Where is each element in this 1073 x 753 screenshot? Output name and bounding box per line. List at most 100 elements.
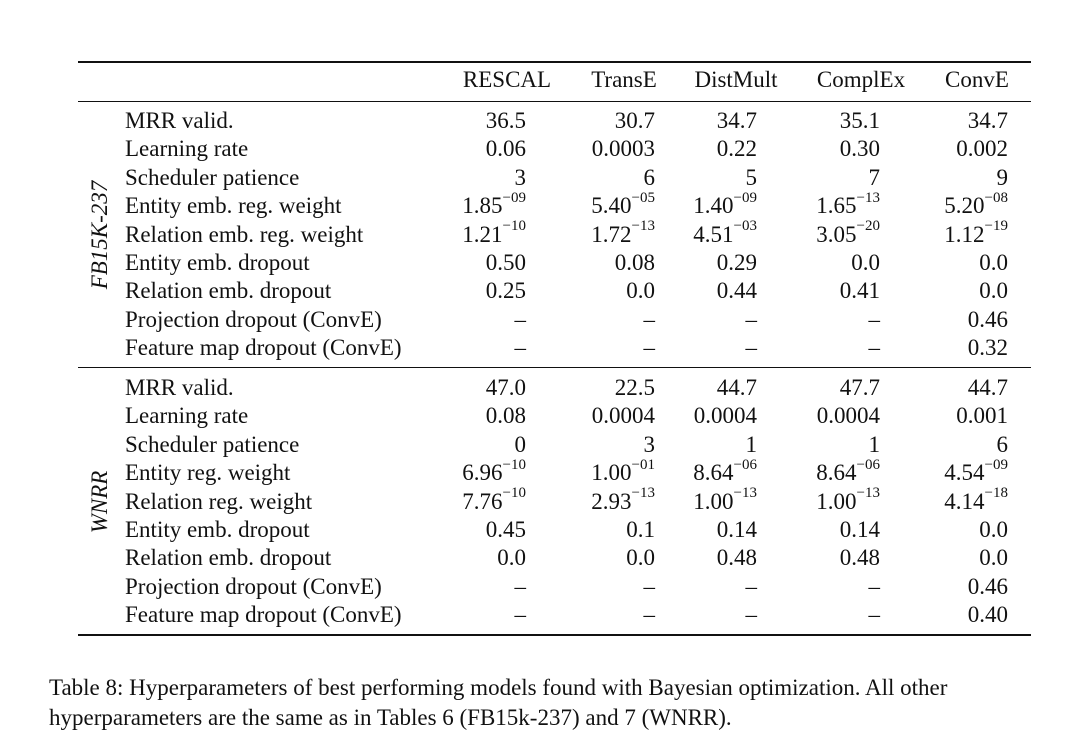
column-header-complex: ComplEx <box>816 67 906 92</box>
row-label: Scheduler patience <box>125 164 300 190</box>
top-rule <box>78 61 1031 63</box>
table-cell: 44.7 <box>858 374 1008 402</box>
cell-value: 0.40 <box>967 602 1008 628</box>
cell-value: 34.7 <box>716 108 757 133</box>
cell-value: 0.0003 <box>591 136 655 162</box>
table-cell: 6 <box>858 431 1009 459</box>
cell-value: 0.08 <box>614 250 655 275</box>
table-caption: Table 8: Hyperparameters of best perform… <box>49 675 948 730</box>
table-cell: 0.0 <box>376 544 526 572</box>
cell-value: 3 <box>643 431 656 457</box>
table-cell: 0.002 <box>858 135 1008 163</box>
table-cell: 0.29 <box>607 249 757 277</box>
cell-value: 0.14 <box>716 517 757 542</box>
cell-value: 9 <box>996 164 1009 190</box>
cell-value: – <box>868 306 881 332</box>
table-cell: 1.65−13 <box>730 189 880 220</box>
cell-value: 7.76 <box>462 488 503 514</box>
column-header-transe: TransE <box>591 67 657 92</box>
cell-exponent: −10 <box>502 456 526 473</box>
cell-value: 0.0 <box>626 545 655 571</box>
cell-value: 5.40 <box>591 193 632 219</box>
row-label: Relation reg. weight <box>125 488 313 514</box>
table-cell: 47.7 <box>730 374 880 402</box>
table-cell: 47.0 <box>376 374 526 402</box>
table-cell: – <box>505 306 656 334</box>
cell-value: 30.7 <box>614 108 655 133</box>
cell-exponent: −20 <box>856 217 880 234</box>
table-cell: 0.0003 <box>505 135 655 163</box>
table-cell: 0.0 <box>858 277 1008 305</box>
cell-value: 1.00 <box>816 488 857 514</box>
table-cell: 1 <box>607 431 758 459</box>
row-label: Feature map dropout (ConvE) <box>125 602 402 628</box>
table-cell: – <box>730 334 881 362</box>
cell-value: – <box>643 335 656 361</box>
cell-exponent: −13 <box>631 484 655 501</box>
table-cell: 0.0 <box>730 249 880 277</box>
cell-value: 0.50 <box>485 250 526 275</box>
table-cell: 1.72−13 <box>505 217 655 249</box>
cell-value: 0.22 <box>716 136 757 162</box>
table-cell: – <box>376 573 527 601</box>
cell-exponent: −13 <box>856 189 880 206</box>
table-cell: 44.7 <box>607 374 757 402</box>
cell-value: 8.64 <box>693 460 734 486</box>
cell-value: – <box>745 335 758 361</box>
cell-exponent: −13 <box>631 217 655 234</box>
table-cell: – <box>505 334 656 362</box>
table-cell: 0.0 <box>505 277 655 305</box>
table-cell: 0.40 <box>858 601 1008 629</box>
column-header-distmult: DistMult <box>694 67 778 92</box>
cell-value: 5 <box>745 164 758 190</box>
table-cell: 0.46 <box>858 573 1008 601</box>
cell-exponent: −06 <box>856 456 880 473</box>
table-cell: – <box>376 306 527 334</box>
cell-exponent: −06 <box>733 456 757 473</box>
group-label-fb15k-237: FB15K-237 <box>87 180 112 290</box>
table-cell: 0.0 <box>858 544 1008 572</box>
cell-value: 1.00 <box>693 488 734 514</box>
cell-value: 0.0004 <box>816 403 880 429</box>
cell-value: – <box>868 335 881 361</box>
table-cell: 0.22 <box>607 135 757 163</box>
cell-exponent: −09 <box>502 189 526 206</box>
cell-value: 0.0 <box>979 517 1008 542</box>
table-cell: 0.001 <box>858 402 1008 430</box>
table-cell: 0.32 <box>858 334 1008 362</box>
cell-value: 0.002 <box>956 136 1008 162</box>
table-cell: – <box>505 601 656 629</box>
cell-exponent: −09 <box>733 189 757 206</box>
cell-value: 0 <box>514 431 527 457</box>
cell-exponent: −13 <box>733 484 757 501</box>
table-cell: 0.0 <box>858 249 1008 277</box>
table-cell: 36.5 <box>376 107 526 135</box>
cell-value: – <box>514 573 527 599</box>
table-cell: – <box>730 601 881 629</box>
table-cell: 0 <box>376 431 527 459</box>
cell-value: – <box>745 573 758 599</box>
cell-value: 36.5 <box>485 108 526 133</box>
row-label: Relation emb. dropout <box>125 545 332 571</box>
row-label: Entity emb. dropout <box>125 517 310 542</box>
cell-exponent: −10 <box>502 484 526 501</box>
cell-value: 3.05 <box>816 221 857 247</box>
cell-value: 3 <box>514 164 527 190</box>
cell-value: 1.40 <box>693 193 734 219</box>
table-cell: 5.20−08 <box>858 190 1008 220</box>
table-cell: 0.44 <box>607 277 757 305</box>
cell-value: 1.12 <box>944 221 985 247</box>
cell-value: – <box>514 306 527 332</box>
bottom-rule <box>78 634 1031 636</box>
cell-value: 1 <box>868 431 881 457</box>
table-cell: 0.48 <box>607 544 757 572</box>
row-label: Projection dropout (ConvE) <box>125 306 382 332</box>
table-cell: 34.7 <box>607 107 757 135</box>
cell-value: 0.25 <box>485 278 526 304</box>
cell-exponent: −13 <box>856 484 880 501</box>
table-cell: – <box>607 306 758 334</box>
table-cell: 3 <box>376 164 527 192</box>
cell-value: 0.14 <box>839 517 880 542</box>
table-cell: 1.21−10 <box>376 218 526 249</box>
table-cell: 8.64−06 <box>607 456 757 487</box>
